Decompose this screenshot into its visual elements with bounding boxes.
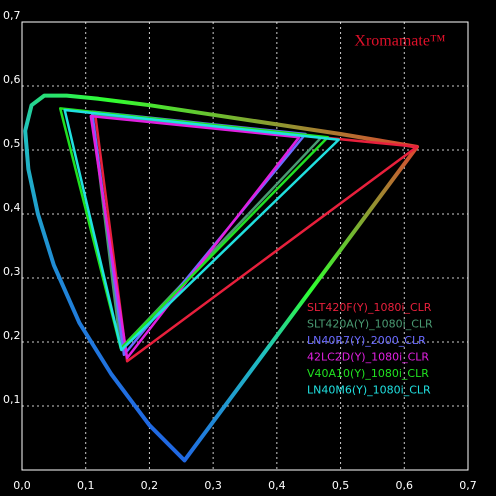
y-tick-label: 0,2 (3, 329, 21, 342)
y-tick-label: 0,3 (3, 265, 21, 278)
legend-entry: SLT420F(Y)_1080i_CLR (307, 301, 432, 314)
legend-entry: LN40R7(Y)_2000_CLR (307, 334, 426, 347)
spectral-locus (23, 93, 420, 463)
legend-entry: V40A10(Y)_1080i_CLR (307, 367, 429, 380)
y-tick-label: 0,6 (3, 73, 21, 86)
x-tick-label: 0,5 (332, 479, 350, 492)
x-tick-label: 0,6 (396, 479, 414, 492)
y-tick-label: 0,7 (3, 9, 21, 22)
x-tick-label: 0,0 (13, 479, 31, 492)
legend-entry: 42LC2D(Y)_1080i_CLR (307, 351, 429, 364)
y-tick-label: 0,5 (3, 137, 21, 150)
x-tick-label: 0,3 (204, 479, 222, 492)
gamut-triangle (63, 108, 340, 352)
x-tick-label: 0,4 (268, 479, 286, 492)
plot-frame (21, 21, 469, 471)
x-tick-label: 0,2 (141, 479, 159, 492)
gamut-triangle (89, 114, 301, 360)
chart-title: Xromamate™ (354, 33, 446, 50)
x-tick-label: 0,7 (459, 479, 477, 492)
x-tick-label: 0,1 (77, 479, 95, 492)
y-tick-label: 0,1 (3, 393, 21, 406)
y-tick-label: 0,4 (3, 201, 21, 214)
legend-entry: SLT420A(Y)_1080i_CLR (307, 318, 433, 331)
legend-entry: LN40M6(Y)_1080i_CLR (307, 384, 431, 397)
